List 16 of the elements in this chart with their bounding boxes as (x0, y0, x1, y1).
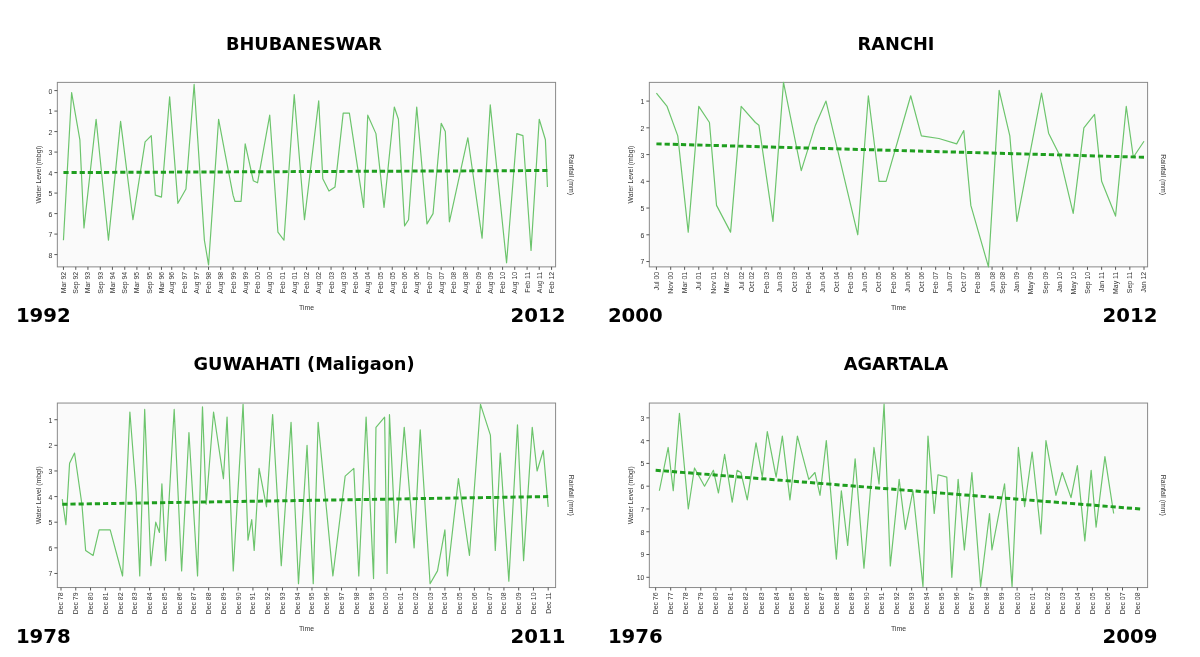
text: 1978 (15, 624, 71, 648)
text: 2011 (510, 624, 566, 648)
text: 2009 (1102, 624, 1158, 648)
chart-title: AGARTALA (843, 354, 949, 375)
text: 2012 (1102, 304, 1158, 328)
text: 1976 (607, 624, 663, 648)
chart-title: RANCHI (857, 33, 935, 54)
line-series (62, 83, 549, 266)
text: 2000 (607, 304, 663, 328)
text: 1992 (15, 304, 71, 328)
text: 2012 (510, 304, 566, 328)
line-series (655, 81, 1145, 268)
chart-title: BHUBANESWAR (225, 33, 383, 54)
line-series (658, 403, 1115, 587)
line-series (61, 403, 549, 585)
chart-title: GUWAHATI (Maligaon) (193, 354, 415, 375)
